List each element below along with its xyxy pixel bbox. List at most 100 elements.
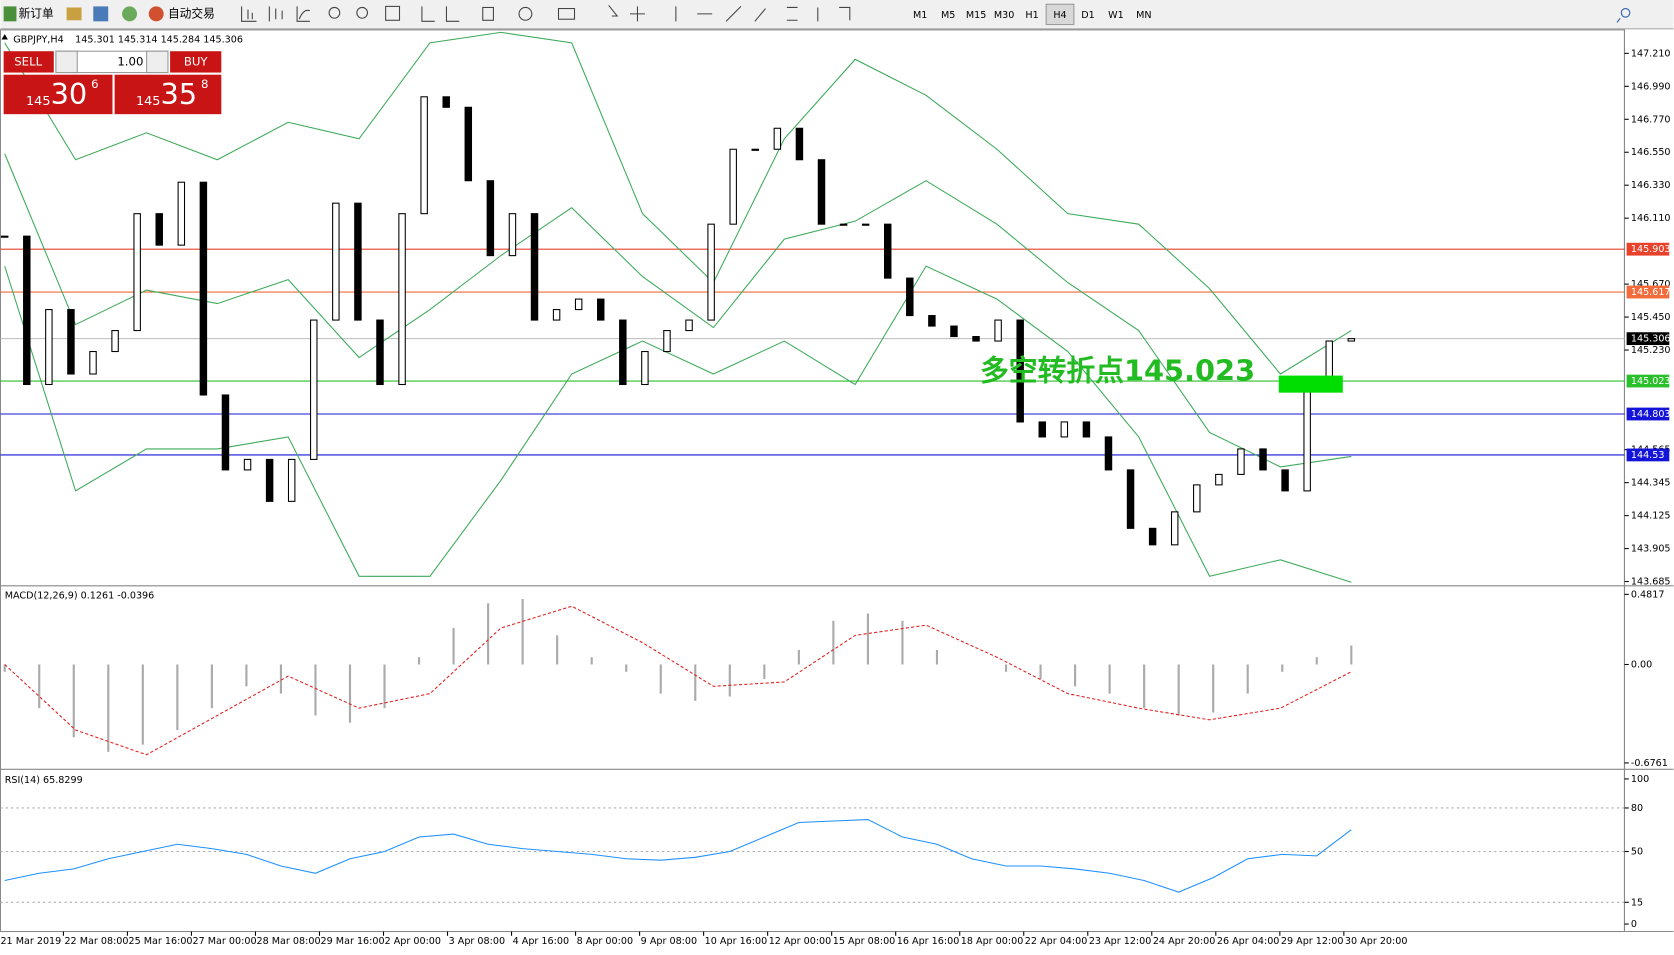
auto-trading-button[interactable]: 自动交易 — [168, 6, 215, 20]
active-timeframe[interactable] — [1045, 3, 1075, 26]
candle — [950, 325, 958, 338]
highlight-box — [1278, 375, 1343, 393]
timeframe-button[interactable]: M30 — [994, 10, 1014, 21]
sell-label[interactable]: SELL — [14, 54, 42, 68]
timeframe-button[interactable]: M15 — [966, 10, 987, 21]
macd-label: MACD(12,26,9) 0.1261 -0.0396 — [5, 590, 155, 601]
chart-tools[interactable] — [241, 5, 851, 22]
candle — [133, 213, 141, 332]
current-price-label: 145.306 — [1631, 334, 1671, 345]
search-icon[interactable] — [1620, 8, 1631, 18]
symbol-name: GBPJPY,H4 — [13, 34, 63, 45]
candle — [597, 298, 605, 321]
y-tick-label: 145.450 — [1631, 312, 1671, 323]
timeframe-button[interactable]: H1 — [1025, 10, 1038, 21]
macd-signal — [4, 605, 1352, 756]
candle — [685, 319, 693, 332]
auto-trading-icon[interactable] — [148, 6, 164, 22]
level-tag — [1626, 448, 1670, 462]
candle — [0, 235, 9, 238]
y-tick-label: 146.990 — [1631, 81, 1671, 92]
ohlc-values: 145.301 145.314 145.284 145.306 — [75, 34, 243, 45]
rsi-label: RSI(14) 65.8299 — [5, 775, 83, 786]
candle — [354, 202, 362, 321]
candle — [1148, 527, 1157, 546]
annotation: 多空转折点145.023 — [980, 353, 1255, 387]
time-label: 2 Apr 00:00 — [385, 936, 441, 947]
timeframe-button[interactable]: MN — [1136, 10, 1151, 21]
time-label: 21 Mar 2019 — [0, 936, 61, 947]
candle — [839, 223, 848, 226]
candle — [376, 319, 384, 386]
candle — [332, 202, 340, 321]
candle — [883, 223, 892, 279]
candle — [530, 213, 539, 321]
candle — [729, 148, 737, 225]
timeframe-button[interactable]: W1 — [1108, 10, 1124, 21]
toolbar — [0, 0, 1674, 29]
ask-fraction: 8 — [201, 77, 208, 91]
time-label: 24 Apr 20:00 — [1153, 936, 1216, 947]
sell-button[interactable] — [3, 51, 54, 73]
lot-up[interactable] — [146, 50, 169, 74]
timeframe-button[interactable]: M1 — [913, 10, 927, 21]
tool-icon[interactable] — [122, 6, 138, 22]
candle — [906, 277, 914, 317]
bid-box[interactable] — [3, 74, 113, 115]
candle — [1060, 421, 1069, 438]
time-label: 23 Apr 12:00 — [1089, 936, 1152, 947]
level-label: 144.803 — [1631, 409, 1671, 420]
new-order-icon[interactable] — [3, 6, 17, 22]
candle — [287, 458, 296, 502]
bollinger-band — [4, 31, 1352, 375]
candle — [243, 458, 252, 471]
current-price-tag — [1626, 332, 1670, 346]
lot-value[interactable]: 1.00 — [117, 54, 143, 68]
candle — [486, 180, 495, 257]
candle — [861, 223, 870, 226]
candle — [1016, 319, 1024, 423]
ask-big: 145 — [136, 94, 160, 109]
buy-label[interactable]: BUY — [184, 54, 209, 68]
candle — [773, 127, 782, 150]
time-label: 27 Mar 00:00 — [193, 936, 257, 947]
ask-box[interactable] — [114, 74, 222, 115]
rsi-line — [4, 819, 1352, 893]
candle — [67, 309, 75, 375]
buy-button[interactable] — [170, 51, 222, 73]
y-tick-label: 15 — [1631, 897, 1643, 908]
candle — [199, 181, 208, 396]
new-order-button[interactable]: 新订单 — [19, 6, 54, 20]
candle — [508, 213, 517, 257]
time-label: 15 Apr 08:00 — [833, 936, 896, 947]
candle — [817, 159, 826, 225]
candle — [928, 315, 936, 327]
lot-down[interactable] — [55, 50, 78, 74]
level-tag — [1626, 242, 1670, 256]
candle — [1193, 484, 1201, 513]
candle — [155, 213, 163, 246]
time-label: 29 Apr 12:00 — [1281, 936, 1344, 947]
time-label: 26 Apr 04:00 — [1217, 936, 1280, 947]
level-label: 145.023 — [1631, 376, 1671, 387]
bid-big: 145 — [26, 94, 50, 109]
ask-pips: 35 — [160, 77, 197, 111]
timeframe-group: M1 M5 M15 M30 H1 H4 D1 W1 MN — [913, 3, 1152, 26]
timeframe-button[interactable]: H4 — [1053, 10, 1066, 21]
candle — [420, 96, 428, 215]
tool-icon[interactable] — [66, 7, 82, 21]
timeframe-button[interactable]: D1 — [1081, 10, 1094, 21]
candle — [795, 127, 804, 161]
candle — [111, 330, 119, 353]
time-label: 22 Apr 04:00 — [1025, 936, 1088, 947]
candle — [972, 336, 980, 342]
y-tick-label: 143.685 — [1631, 577, 1671, 588]
candle — [994, 319, 1002, 342]
time-label: 4 Apr 16:00 — [513, 936, 569, 947]
tool-icon[interactable] — [93, 6, 109, 22]
level-label: 145.903 — [1631, 244, 1671, 255]
timeframe-button[interactable]: M5 — [941, 10, 955, 21]
candle — [1259, 448, 1267, 471]
